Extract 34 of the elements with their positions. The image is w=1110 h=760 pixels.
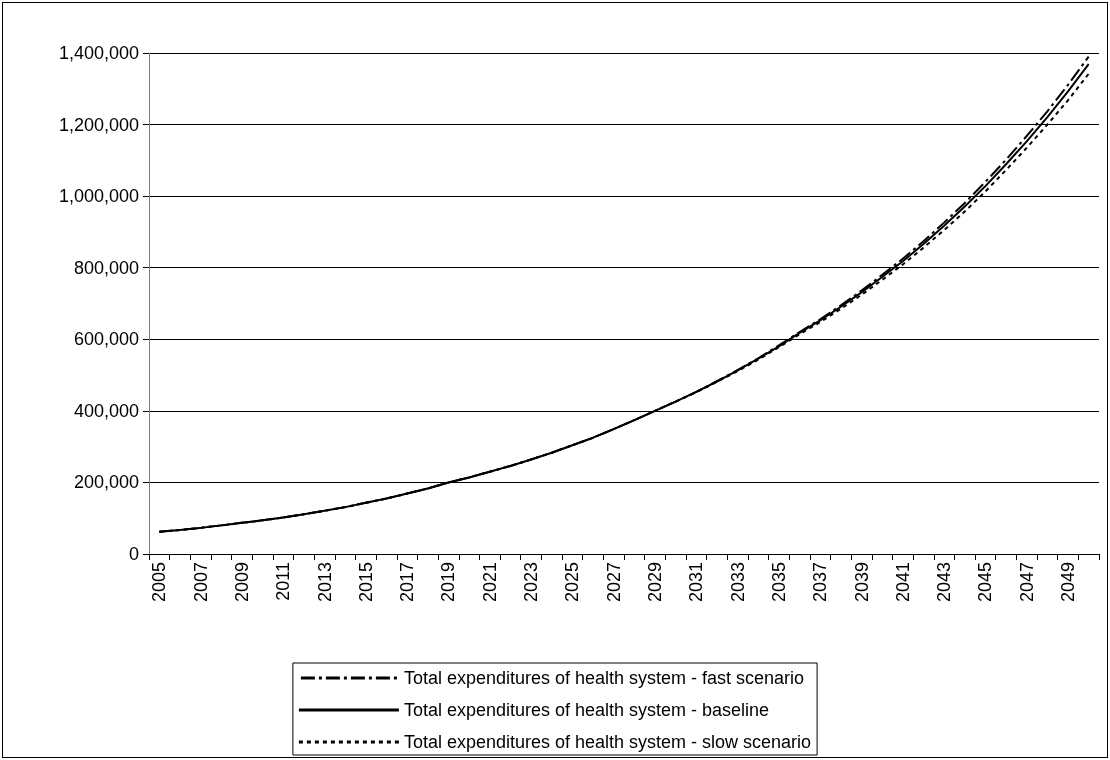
x-tick-label: 2029: [644, 562, 665, 603]
y-tick-label: 800,000: [73, 257, 139, 278]
y-tick-label: 0: [128, 544, 139, 564]
x-tick-label: 2045: [975, 562, 996, 603]
legend-label: Total expenditures of health system - baseline: [403, 700, 770, 720]
x-tick-label: 2037: [810, 562, 831, 603]
y-tick-label: 1,200,000: [58, 114, 139, 135]
y-tick-label: 600,000: [73, 329, 139, 350]
x-tick-label: 2039: [851, 562, 872, 603]
x-tick-label: 2047: [1016, 562, 1037, 603]
x-tick-label: 2015: [355, 562, 376, 603]
x-tick-label: 2043: [934, 562, 955, 603]
x-tick-label: 2019: [438, 562, 459, 603]
y-tick-label: 400,000: [73, 400, 139, 421]
legend-label: Total expenditures of health system - fast scenario: [403, 668, 805, 688]
y-tick-label: 200,000: [73, 472, 139, 493]
x-tick-label: 2005: [149, 562, 170, 603]
x-tick-label: 2025: [562, 562, 583, 603]
x-tick-label: 2009: [231, 562, 252, 603]
x-tick-label: 2035: [768, 562, 789, 603]
y-tick-label: 1,000,000: [58, 186, 139, 207]
x-tick-label: 2021: [479, 562, 500, 603]
legend-label: Total expenditures of health system - slow scenario: [403, 732, 812, 752]
x-tick-label: 2011: [273, 562, 294, 601]
x-tick-label: 2023: [521, 562, 542, 603]
x-tick-label: 2017: [397, 562, 418, 603]
x-tick-label: 2041: [892, 562, 913, 603]
x-tick-label: 2007: [190, 562, 211, 603]
x-tick-label: 2013: [314, 562, 335, 603]
x-tick-label: 2033: [727, 562, 748, 603]
x-tick-label: 2049: [1058, 562, 1079, 603]
y-tick-label: 1,400,000: [58, 43, 139, 63]
x-tick-label: 2031: [686, 562, 707, 603]
x-tick-label: 2027: [603, 562, 624, 603]
